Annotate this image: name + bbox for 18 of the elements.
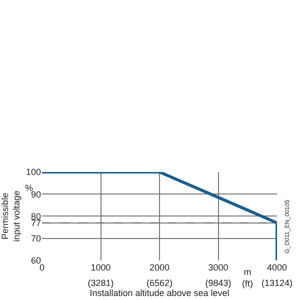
text: % (25, 183, 34, 193)
x-tick-label: 3000 (208, 262, 228, 272)
x-tick-label: 0 (39, 262, 45, 272)
y-axis-title: Permissible input voltage (0, 190, 22, 242)
x-tick-label: 1000 (90, 262, 111, 272)
x-tick-label: 2000 (149, 262, 170, 272)
y-tick-label: 60 (30, 256, 41, 266)
x-axis-title: Installation altitude above sea level (90, 288, 230, 298)
x2-tick-label: (3281) (88, 278, 114, 288)
y-tick-label: 70 (30, 233, 41, 244)
x-tick-label: 4000 (266, 262, 288, 272)
y-tick-label: 80 (30, 211, 41, 222)
text: m (ft) (242, 267, 253, 289)
x2-tick-label: (13124) (261, 278, 293, 288)
x2-tick-label: (6562) (146, 278, 173, 288)
x2-tick-label: (9843) (205, 278, 232, 288)
y-tick-label: 90 (30, 189, 41, 200)
y-tick-label: 100 (26, 167, 41, 178)
